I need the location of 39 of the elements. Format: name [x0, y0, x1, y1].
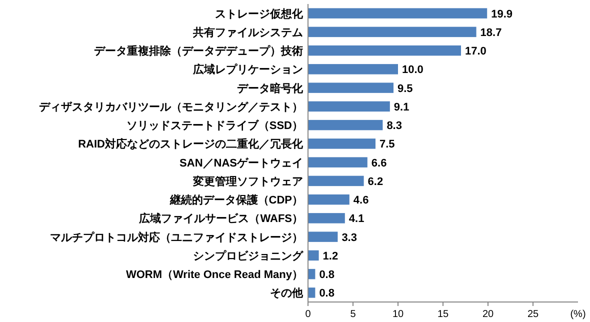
- y-tick-label: RAID対応などのストレージの二重化／冗長化: [78, 138, 304, 151]
- data-label: 10.0: [402, 64, 424, 76]
- data-label: 17.0: [465, 46, 486, 58]
- data-label: 4.6: [353, 194, 369, 207]
- data-label: 1.2: [322, 250, 338, 262]
- data-label: 9.1: [394, 101, 410, 114]
- y-tick-label: 変更管理ソフトウェア: [192, 174, 303, 188]
- data-label: 0.8: [319, 269, 334, 282]
- y-tick-label: データ暗号化: [237, 82, 304, 95]
- data-label: 7.5: [380, 138, 395, 151]
- data-label: 19.9: [491, 8, 513, 20]
- y-tick-label: SAN／NASゲートウェイ: [180, 157, 303, 170]
- y-tick-label: ディザスタリカバリツール（モニタリング／テスト）: [39, 100, 303, 114]
- data-label: 3.3: [342, 232, 357, 244]
- y-tick-label: ストレージ仮想化: [215, 7, 304, 20]
- x-tick-label: 0: [305, 309, 312, 320]
- data-label: 18.7: [480, 26, 502, 39]
- y-tick-label: 広域レプリケーション: [192, 63, 303, 76]
- y-tick-label: ソリッドステートドライブ（SSD）: [126, 119, 303, 132]
- data-label: 9.5: [398, 82, 413, 95]
- x-tick-label: 5: [350, 309, 356, 320]
- data-label: 8.3: [386, 120, 402, 132]
- x-tick-label: 20: [482, 309, 494, 320]
- x-axis-title: (%): [570, 309, 586, 320]
- data-label: 6.2: [368, 176, 384, 188]
- y-tick-label: データ重複排除（データデデュープ）技術: [94, 44, 303, 58]
- y-tick-label: その他: [270, 286, 304, 300]
- data-label: 4.1: [348, 213, 364, 226]
- y-tick-label: 共有ファイルシステム: [192, 26, 303, 39]
- x-tick-label: 25: [527, 309, 539, 320]
- y-tick-label: WORM（Write Once Read Many）: [126, 269, 303, 282]
- y-tick-label: シンプロビジョニング: [193, 249, 304, 262]
- x-tick-label: 10: [392, 309, 404, 320]
- data-label: 6.6: [371, 157, 387, 170]
- y-tick-label: 継続的データ保護（CDP）: [168, 194, 303, 207]
- data-label: 0.8: [319, 288, 334, 300]
- y-tick-label: マルチプロトコル対応（ユニファイドストレージ）: [50, 230, 303, 244]
- y-tick-label: 広域ファイルサービス（WAFS）: [138, 212, 303, 226]
- x-tick-label: 15: [437, 309, 449, 320]
